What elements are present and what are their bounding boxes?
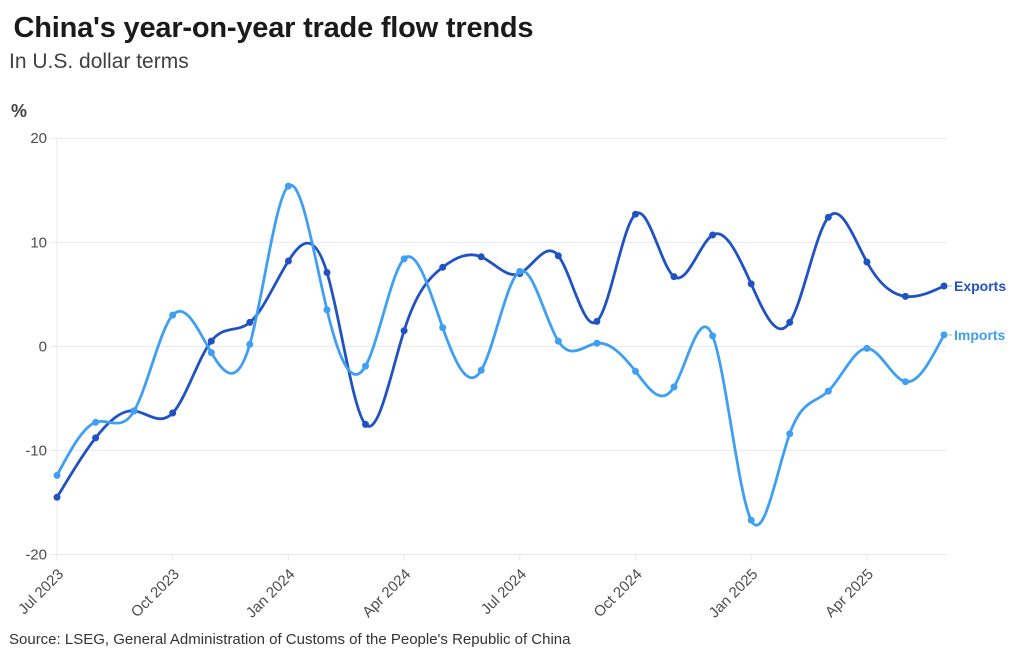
svg-text:Imports: Imports <box>954 327 1006 343</box>
svg-text:Jul 2023: Jul 2023 <box>15 566 67 618</box>
svg-text:0: 0 <box>39 338 47 355</box>
svg-text:Oct 2024: Oct 2024 <box>591 566 646 621</box>
svg-text:20: 20 <box>30 130 47 147</box>
svg-text:Apr 2025: Apr 2025 <box>822 566 877 621</box>
svg-text:Jan 2024: Jan 2024 <box>243 566 299 622</box>
svg-text:Apr 2024: Apr 2024 <box>359 566 414 621</box>
svg-text:Jan 2025: Jan 2025 <box>706 566 762 622</box>
svg-text:-20: -20 <box>25 547 47 564</box>
svg-text:Exports: Exports <box>954 278 1006 294</box>
svg-text:Jul 2024: Jul 2024 <box>478 566 530 618</box>
svg-text:10: 10 <box>30 234 47 251</box>
svg-text:-10: -10 <box>25 442 47 459</box>
svg-text:Oct 2023: Oct 2023 <box>128 566 183 621</box>
